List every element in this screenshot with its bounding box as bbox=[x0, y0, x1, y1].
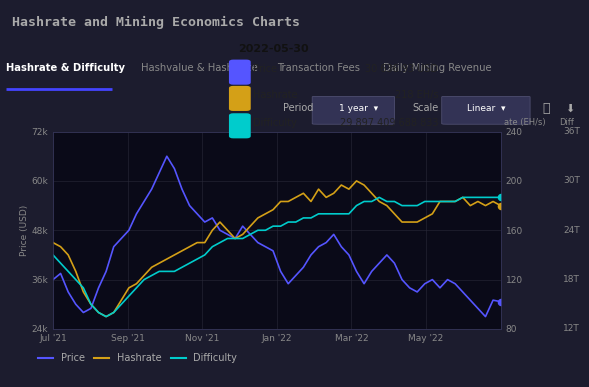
Point bbox=[496, 202, 505, 209]
Point bbox=[496, 298, 505, 305]
Text: 29 897 409 688 833: 29 897 409 688 833 bbox=[340, 118, 438, 128]
Point bbox=[496, 194, 505, 200]
Text: Hashrate & Difficulty: Hashrate & Difficulty bbox=[6, 63, 125, 74]
Text: 12T: 12T bbox=[563, 324, 580, 334]
FancyBboxPatch shape bbox=[312, 96, 395, 124]
FancyBboxPatch shape bbox=[442, 96, 530, 124]
Text: Linear  ▾: Linear ▾ bbox=[467, 104, 505, 113]
Text: Hashrate: Hashrate bbox=[253, 91, 297, 100]
Text: Period: Period bbox=[283, 103, 313, 113]
Text: Price: Price bbox=[253, 64, 277, 74]
Text: Daily Mining Revenue: Daily Mining Revenue bbox=[383, 63, 491, 74]
Text: Hashrate and Mining Economics Charts: Hashrate and Mining Economics Charts bbox=[12, 16, 300, 29]
Text: Difficulty: Difficulty bbox=[253, 118, 297, 128]
Text: 30 636.93 USD: 30 636.93 USD bbox=[365, 64, 438, 74]
Text: ⤢: ⤢ bbox=[542, 102, 550, 115]
Y-axis label: Price (USD): Price (USD) bbox=[19, 205, 29, 256]
FancyBboxPatch shape bbox=[229, 86, 251, 111]
Text: Diff: Diff bbox=[560, 118, 574, 127]
Text: Hashvalue & Hashprice: Hashvalue & Hashprice bbox=[141, 63, 258, 74]
Text: 1 year  ▾: 1 year ▾ bbox=[339, 104, 378, 113]
Text: 30T: 30T bbox=[563, 176, 580, 185]
Text: 2022-05-30: 2022-05-30 bbox=[238, 44, 308, 54]
Text: ate (EH/s): ate (EH/s) bbox=[504, 118, 545, 127]
Text: Scale: Scale bbox=[412, 103, 439, 113]
FancyBboxPatch shape bbox=[229, 113, 251, 139]
Text: 36T: 36T bbox=[563, 127, 580, 136]
Text: 18T: 18T bbox=[563, 275, 580, 284]
Text: 218 EH/s: 218 EH/s bbox=[395, 91, 438, 100]
Text: ⬇: ⬇ bbox=[565, 103, 575, 113]
Text: 24T: 24T bbox=[563, 226, 580, 235]
FancyBboxPatch shape bbox=[229, 60, 251, 85]
Text: Transaction Fees: Transaction Fees bbox=[277, 63, 360, 74]
Legend: Price, Hashrate, Difficulty: Price, Hashrate, Difficulty bbox=[34, 349, 241, 367]
